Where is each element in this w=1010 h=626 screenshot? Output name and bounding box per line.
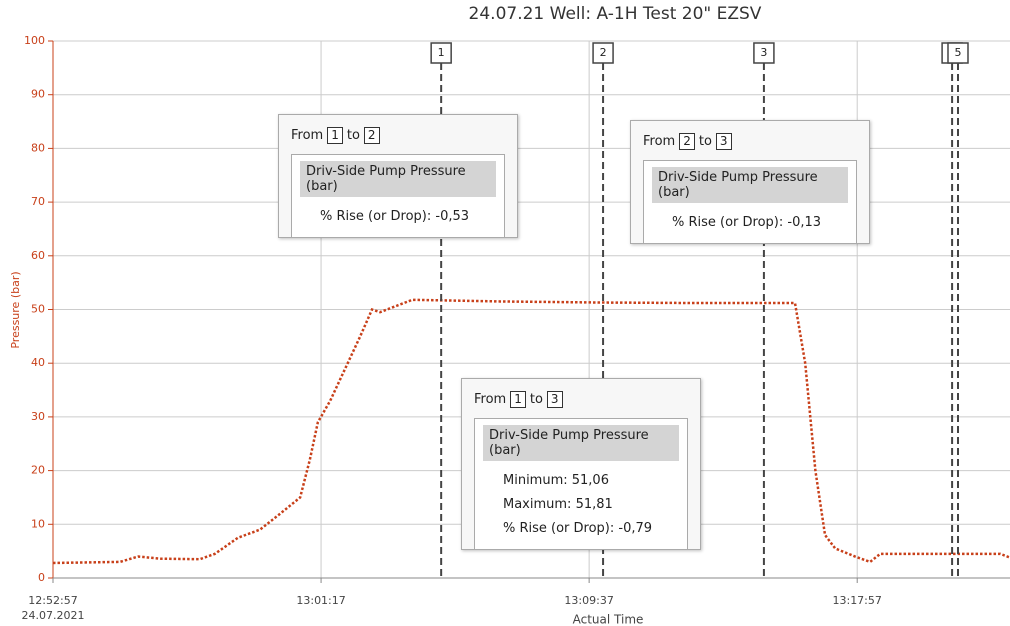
x-date-label: 24.07.2021 (22, 609, 85, 622)
panel: From 2 to 3 Driv-Side Pump Pressure (bar) % R… (630, 120, 870, 244)
y-tick-label: 70 (31, 195, 45, 208)
y-tick-label: 90 (31, 88, 45, 101)
x-tick-label: 13:17:57 (832, 594, 881, 607)
y-tick-label: 20 (31, 464, 45, 477)
marker-box (947, 42, 969, 64)
head: From 2 to 3 (643, 133, 857, 150)
num: 3 (715, 133, 732, 150)
y-tick-label: 60 (31, 249, 45, 262)
marker-label: 2 (600, 46, 607, 59)
y-tick-label: 50 (31, 303, 45, 316)
line: % Rise (or Drop): -0,53 (320, 209, 470, 224)
to-word: to (698, 134, 712, 149)
marker-box (430, 42, 452, 64)
from-word: From (291, 128, 324, 143)
y-tick-label: 30 (31, 410, 45, 423)
y-tick-label: 10 (31, 517, 45, 530)
num: 1 (510, 391, 526, 408)
line: Minimum: 51,06 (503, 473, 609, 488)
from-word: From (474, 392, 507, 407)
panel: From 1 to 2 Driv-Side Pump Pressure (bar) % R… (278, 114, 518, 238)
marker-box (592, 42, 614, 64)
inner: Driv-Side Pump Pressure (bar) % Rise (or … (291, 154, 505, 238)
from-word: From (643, 134, 676, 149)
x-tick-label: 13:01:17 (296, 594, 345, 607)
x-tick-label: 13:09:37 (564, 594, 613, 607)
head: From 1 to 3 (474, 391, 688, 408)
y-axis-label: Pressure (bar) (9, 271, 22, 348)
y-tick-label: 80 (31, 141, 45, 154)
y-tick-label: 100 (24, 34, 45, 47)
marker-box (753, 42, 775, 64)
x-axis-label: Actual Time (573, 613, 644, 626)
line: % Rise (or Drop): -0,13 (672, 215, 822, 230)
series: Driv-Side Pump Pressure (bar) (483, 425, 679, 461)
series: Driv-Side Pump Pressure (bar) (300, 161, 496, 197)
chart-title: 24.07.21 Well: A-1H Test 20" EZSV (469, 4, 762, 24)
to-word: to (346, 128, 360, 143)
panel: From 1 to 3 Driv-Side Pump Pressure (bar) Min… (461, 378, 701, 550)
inner: Driv-Side Pump Pressure (bar) % Rise (or … (643, 160, 857, 244)
y-tick-label: 0 (38, 571, 45, 584)
line: Maximum: 51,81 (503, 497, 613, 512)
y-tick-label: 40 (31, 356, 45, 369)
marker-label: 3 (760, 46, 767, 59)
to-word: to (529, 392, 543, 407)
marker-label: 5 (954, 46, 961, 59)
series: Driv-Side Pump Pressure (bar) (652, 167, 848, 203)
marker-label: 1 (438, 46, 445, 59)
x-tick-label: 12:52:57 (28, 594, 77, 607)
data-line (52, 298, 1010, 565)
num: 3 (546, 391, 563, 408)
head: From 1 to 2 (291, 127, 505, 144)
num: 2 (679, 133, 695, 150)
line: % Rise (or Drop): -0,79 (503, 521, 653, 536)
inner: Driv-Side Pump Pressure (bar) Minimum: 51… (474, 418, 688, 550)
num: 1 (327, 127, 343, 144)
num: 2 (363, 127, 380, 144)
